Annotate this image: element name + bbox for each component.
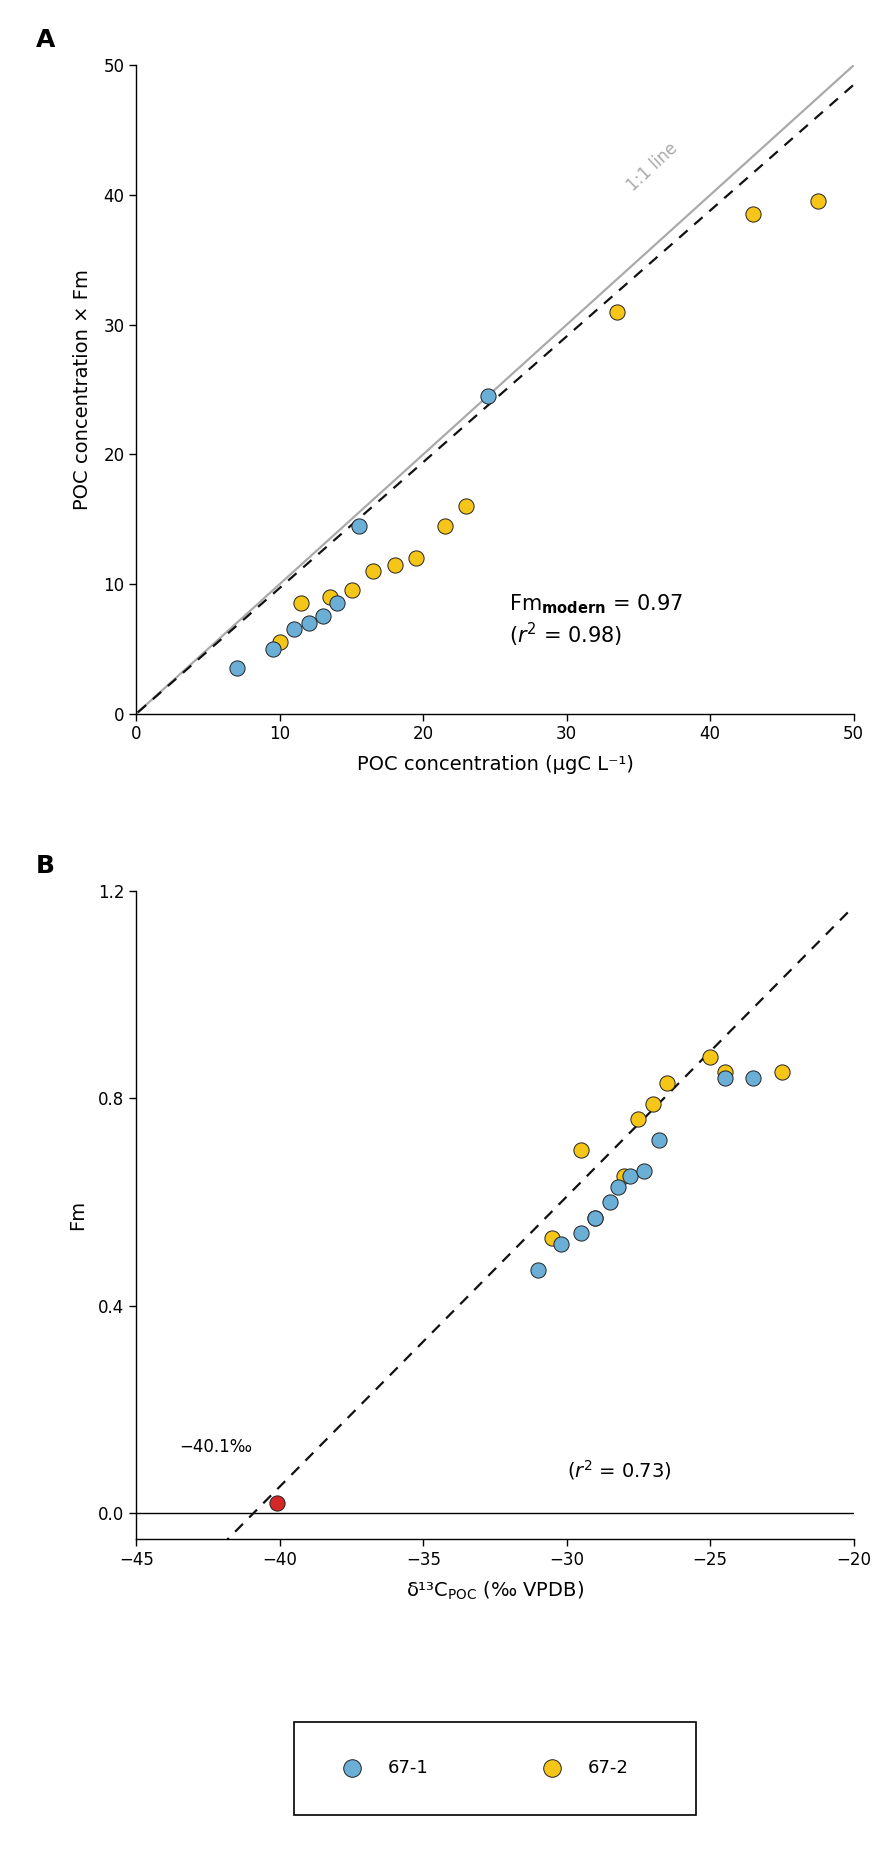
Point	[651, 1126, 665, 1156]
Point	[230, 653, 244, 683]
Point	[646, 1088, 660, 1118]
Point	[323, 583, 337, 612]
Point	[352, 512, 366, 541]
Text: 1:1 line: 1:1 line	[624, 140, 682, 194]
Point	[345, 1753, 359, 1783]
Point	[554, 1228, 568, 1258]
Point	[746, 1062, 760, 1092]
Point	[717, 1062, 731, 1092]
Point	[480, 381, 495, 411]
Point	[294, 588, 308, 618]
Point	[266, 633, 280, 663]
Point	[589, 1202, 603, 1232]
Point	[366, 556, 380, 586]
Point	[546, 1753, 560, 1783]
Point	[612, 1172, 626, 1202]
Point	[746, 200, 760, 230]
Point	[409, 543, 423, 573]
Point	[546, 1223, 560, 1253]
Point	[810, 187, 825, 217]
Point	[574, 1219, 588, 1249]
Point	[660, 1068, 674, 1098]
Point	[574, 1135, 588, 1165]
X-axis label: POC concentration (μgC L⁻¹): POC concentration (μgC L⁻¹)	[356, 754, 634, 773]
Point	[387, 549, 401, 579]
Text: −40.1‰: −40.1‰	[180, 1438, 253, 1456]
Text: B: B	[36, 853, 55, 877]
Point	[632, 1103, 646, 1133]
Y-axis label: Fm: Fm	[68, 1200, 87, 1230]
X-axis label: δ¹³C$_\mathrm{POC}$ (‰ VPDB): δ¹³C$_\mathrm{POC}$ (‰ VPDB)	[406, 1579, 584, 1602]
Point	[287, 614, 301, 644]
Point	[330, 588, 344, 618]
Point	[610, 297, 624, 327]
Point	[302, 609, 316, 639]
Point	[345, 575, 359, 605]
Text: Fm$_\mathbf{modern}$ = 0.97
($r^2$ = 0.98): Fm$_\mathbf{modern}$ = 0.97 ($r^2$ = 0.9…	[510, 592, 683, 648]
Y-axis label: POC concentration × Fm: POC concentration × Fm	[73, 269, 92, 510]
Point	[637, 1156, 651, 1186]
Text: 67-1: 67-1	[387, 1759, 429, 1777]
Point	[531, 1255, 545, 1284]
Text: ($r^2$ = 0.73): ($r^2$ = 0.73)	[567, 1458, 671, 1482]
Point	[459, 491, 473, 521]
Point	[775, 1057, 789, 1087]
Point	[623, 1161, 637, 1191]
Point	[316, 601, 330, 631]
Text: A: A	[36, 28, 55, 52]
Text: 67-2: 67-2	[588, 1759, 629, 1777]
Point	[603, 1187, 617, 1217]
Point	[273, 627, 287, 657]
Point	[703, 1042, 717, 1072]
Point	[717, 1057, 731, 1087]
Bar	[294, 1721, 696, 1815]
Point	[270, 1488, 284, 1518]
Point	[589, 1202, 603, 1232]
Point	[437, 512, 451, 541]
Point	[617, 1161, 631, 1191]
